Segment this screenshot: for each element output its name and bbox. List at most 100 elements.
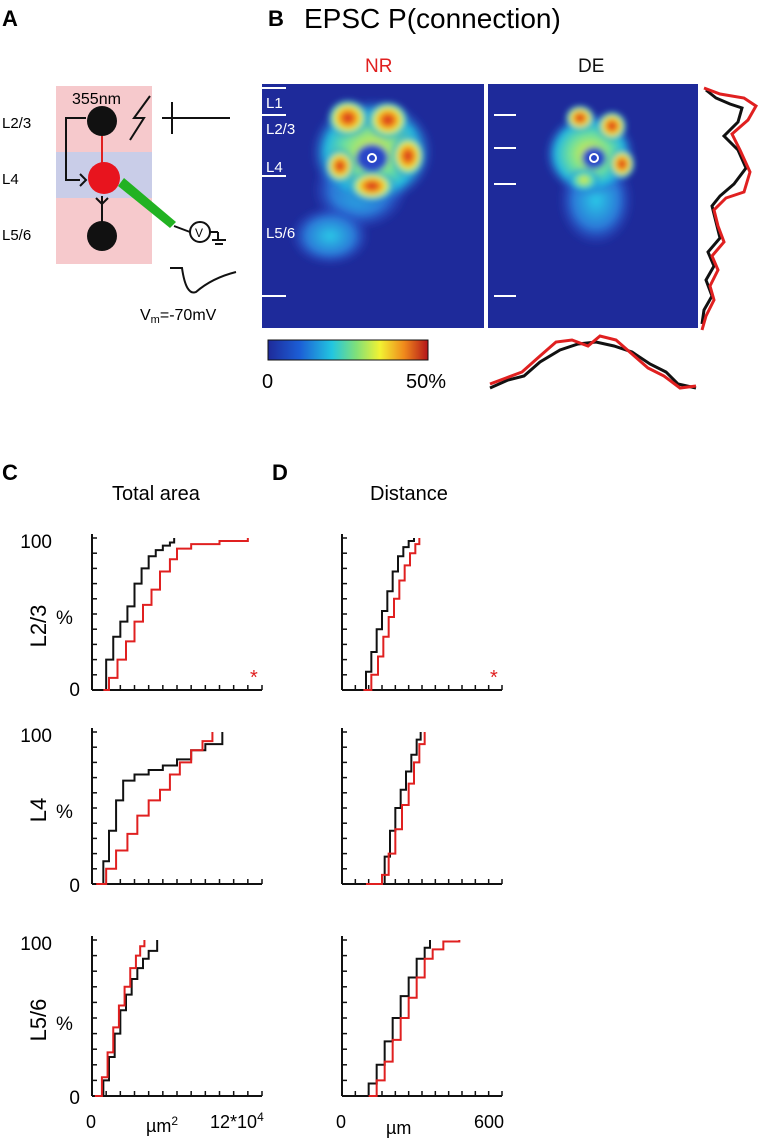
map-layer-label-l4: L4 <box>266 159 283 176</box>
neuron-l2-3 <box>87 106 117 136</box>
d-x-axis-labels: 0 µm 600 <box>336 1112 504 1138</box>
nr-blob <box>348 170 396 202</box>
neuron-l5-6 <box>87 221 117 251</box>
panel-a: A L2/3 L4 L5/6 355nm V Vm=-70mV <box>2 6 237 326</box>
uv-flash-icon <box>129 95 151 141</box>
y-tick-max: 100 <box>20 934 52 955</box>
nr-blob <box>326 98 370 138</box>
de-blob <box>608 148 636 180</box>
c-row-1-labels: L2/3 100 0 % <box>20 532 80 701</box>
heatmap-de <box>488 84 698 328</box>
colorbar <box>267 339 429 361</box>
map-label-nr: NR <box>365 56 392 77</box>
y-tick-max: 100 <box>20 726 52 747</box>
de-blob <box>568 168 600 192</box>
soma-marker-de <box>589 153 599 163</box>
y-unit: % <box>56 1014 73 1035</box>
profile-horizontal-de <box>489 340 697 390</box>
synapse-marker <box>79 173 88 187</box>
panel-d-title: Distance <box>370 483 448 505</box>
significance-marker: * <box>490 667 498 689</box>
de-center-hole <box>582 147 606 169</box>
cdf-line-de <box>94 940 159 1097</box>
cdf-plot-d-3: * <box>341 534 503 691</box>
synapse-marker-lower <box>95 197 109 206</box>
cdf-plots: * * <box>91 534 503 1097</box>
d-x-tick-min: 0 <box>336 1112 346 1132</box>
cdf-line-nr <box>368 940 461 1097</box>
cdf-line-nr <box>363 538 421 691</box>
neuron-l4-recorded <box>88 162 120 194</box>
voltmeter-glyph: V <box>195 226 203 240</box>
patch-pipette <box>118 178 176 228</box>
c-x-tick-min: 0 <box>86 1112 96 1132</box>
layer-label-4: L4 <box>2 171 19 188</box>
c-x-axis-labels: 0 µm2 12*104 <box>86 1110 264 1136</box>
cdf-line-nr <box>366 732 426 885</box>
nr-blob <box>290 206 370 266</box>
de-blob <box>564 104 596 132</box>
axon-collateral <box>65 117 86 181</box>
cdf-line-nr <box>94 940 146 1097</box>
colorbar-min: 0 <box>262 371 273 393</box>
y-unit: % <box>56 608 73 629</box>
nr-center-hole <box>356 144 388 172</box>
soma-marker-nr <box>367 153 377 163</box>
cdf-line-de <box>360 940 431 1097</box>
pipette-wire <box>173 225 191 233</box>
y-tick-min: 0 <box>69 876 80 897</box>
nr-blob <box>390 134 426 178</box>
map-layer-label-l5-6: L5/6 <box>266 225 295 242</box>
c-x-tick-max-exp: 4 <box>257 1110 264 1124</box>
c-x-unit-base: µm <box>146 1116 171 1136</box>
row-label-l2-3: L2/3 <box>26 605 51 648</box>
panel-d-letter: D <box>272 460 288 485</box>
epsc-trace <box>170 267 237 294</box>
cdf-plot-c-0: * <box>91 534 263 691</box>
c-x-unit-exp: 2 <box>171 1114 178 1128</box>
heatmap-nr-hotspots <box>290 98 434 266</box>
panel-b-title: EPSC P(connection) <box>304 3 561 34</box>
wavelength-label: 355nm <box>72 91 121 108</box>
map-layer-label-l1: L1 <box>266 95 283 112</box>
cdf-line-nr <box>96 732 214 885</box>
d-x-tick-max: 600 <box>474 1112 504 1132</box>
vm-value: =-70mV <box>160 307 217 324</box>
map-layer-label-l2-3: L2/3 <box>266 121 295 138</box>
colorbar-max: 50% <box>406 371 446 393</box>
panel-a-letter: A <box>2 6 18 31</box>
row-label-l4: L4 <box>26 798 51 822</box>
y-tick-min: 0 <box>69 680 80 701</box>
d-x-unit: µm <box>386 1118 411 1138</box>
y-tick-max: 100 <box>20 532 52 553</box>
y-tick-min: 0 <box>69 1088 80 1109</box>
panel-c-letter: C <box>2 460 18 485</box>
cdf-line-nr <box>103 538 249 691</box>
profile-vertical-de <box>700 88 748 325</box>
y-unit: % <box>56 802 73 823</box>
cdf-plot-c-1 <box>91 728 263 885</box>
c-row-3-labels: L5/6 100 0 % <box>20 934 80 1109</box>
cdf-line-de <box>358 538 415 691</box>
cdf-line-de <box>379 732 422 885</box>
map-label-de: DE <box>578 56 604 77</box>
significance-marker: * <box>250 667 258 689</box>
row-label-l5-6: L5/6 <box>26 999 51 1042</box>
c-x-unit: µm2 <box>146 1114 178 1136</box>
layer-label-5-6: L5/6 <box>2 227 31 244</box>
cdf-plot-d-4 <box>341 728 503 885</box>
c-row-2-labels: L4 100 0 % <box>20 726 80 897</box>
c-x-tick-max-base: 12*10 <box>210 1112 257 1132</box>
heatmap-de-hotspots <box>544 104 636 246</box>
panel-c: C Total area <box>2 460 201 505</box>
cdf-plot-c-2 <box>91 936 263 1097</box>
de-blob <box>596 110 628 142</box>
vm-label: Vm=-70mV <box>140 307 217 326</box>
c-x-tick-max: 12*104 <box>210 1110 264 1132</box>
profile-vertical-nr <box>700 86 758 331</box>
cdf-plot-d-5 <box>341 936 503 1097</box>
panel-b: B EPSC P(connection) NR DE L1 <box>262 3 758 393</box>
nr-blob <box>324 148 356 184</box>
panel-c-title: Total area <box>112 483 201 505</box>
